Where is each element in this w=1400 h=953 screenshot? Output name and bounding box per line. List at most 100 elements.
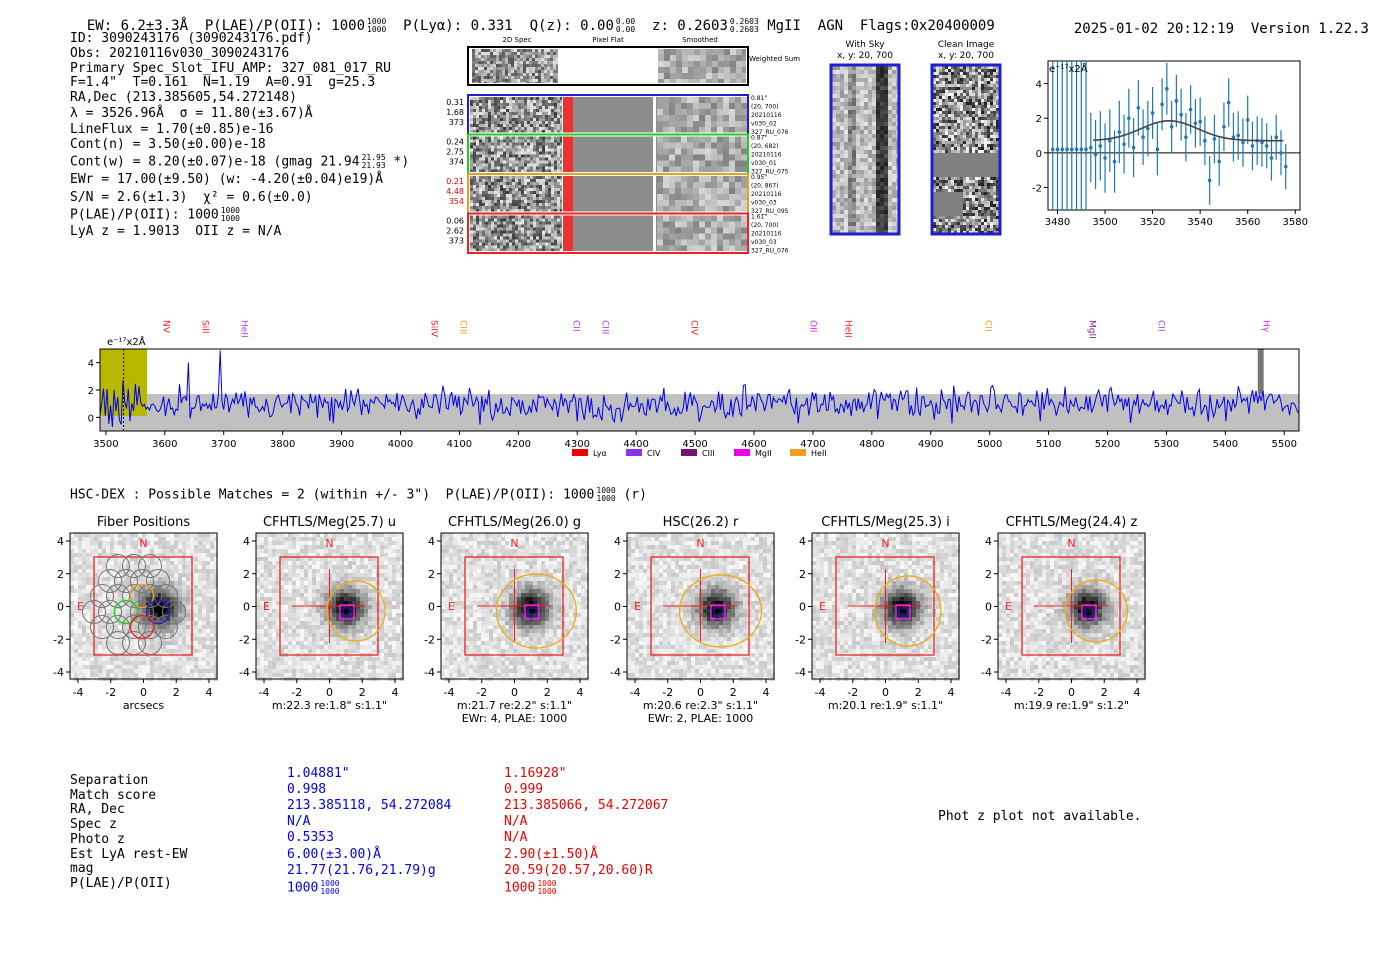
gauss-data-point [1222, 125, 1226, 129]
gauss-data-point [1103, 156, 1107, 160]
full-xtick-label: 4000 [388, 439, 413, 450]
weighted-sum-cutout [467, 46, 749, 86]
full-xtick-label: 4800 [859, 439, 884, 450]
gauss-data-point [1184, 135, 1188, 140]
gauss-data-point [1074, 147, 1079, 152]
cutout-right-value: 20210116 [751, 191, 782, 198]
cutout-pixelflat [573, 97, 657, 133]
header-z-lo: 0.2603 [729, 25, 759, 34]
gauss-data-point [1069, 147, 1074, 152]
imaging-xtick-label: 0 [1068, 686, 1075, 699]
gauss-xtick-label: 3580 [1283, 217, 1308, 228]
cutout-smoothed-noise [657, 215, 747, 251]
header-z-suffix: MgII AGN Flags:0x20400009 [767, 18, 995, 34]
imaging-ytick-label: 4 [985, 535, 992, 548]
header-ew: EW: 6.2±3.3Å [86, 18, 189, 34]
header-summary: EW: 6.2±3.3Å P(LAE)/P(OII): 1000 1000 1000… [70, 2, 995, 35]
cutout-2dspec-noise [470, 215, 562, 251]
cutout-red-column [563, 215, 573, 251]
legend-label: MgII [755, 449, 772, 458]
cutout-smoothed-noise [657, 176, 747, 212]
aperture-ellipse [874, 575, 942, 647]
fiber-circle [138, 584, 162, 608]
gauss-fit-plot: 3480 3500 3520 3540 3560 3580 -2 0 2 4 e⁻¹⁷x2Å [1032, 60, 1308, 228]
match1-value: 1000 1000 1000 [287, 879, 340, 896]
info-ewr: EWr = 17.00(±9.50) (w: -4.20(±0.04)e19)Å [70, 172, 384, 187]
full-xtick-label: 4900 [918, 439, 943, 450]
full-xtick-label: 5500 [1272, 439, 1297, 450]
spectral-line-label: OII [808, 320, 818, 332]
header-version: Version 1.22.3 [1250, 21, 1369, 37]
cutout-left-value: 0.21 [446, 177, 464, 186]
imaging-xtick-label: 2 [730, 686, 737, 699]
imaging-ytick-label: 2 [243, 568, 250, 581]
imaging-xtick-label: -4 [1001, 686, 1012, 699]
cutout-red-column [563, 97, 573, 133]
fiber-circle [106, 584, 130, 608]
legend-label: CIV [647, 449, 661, 458]
match-marker-blue [527, 607, 537, 617]
gauss-xtick-label: 3560 [1235, 217, 1260, 228]
with-sky-image [832, 66, 900, 234]
cutout-right-value: (20, 682) [751, 143, 779, 150]
imaging-xtick-label: 2 [544, 686, 551, 699]
cutout-left-value: 4.48 [446, 187, 464, 196]
aperture-ellipse [326, 580, 386, 642]
full-ytick-label: 0 [88, 413, 94, 424]
imaging-panel-title: CFHTLS/Meg(24.4) z [1006, 515, 1138, 530]
imaging-ytick-label: 4 [799, 535, 806, 548]
gauss-ytick-label: 0 [1036, 149, 1042, 160]
imaging-ytick-label: -2 [795, 633, 806, 646]
full-xtick-label: 3500 [93, 439, 118, 450]
fiber-circle [114, 569, 138, 593]
gauss-data-point [1250, 144, 1255, 148]
cutout-left-value: 354 [449, 197, 464, 206]
gauss-data-point [1141, 135, 1145, 140]
gauss-data-point [1108, 138, 1112, 143]
gauss-data-point [1160, 102, 1164, 107]
cutout-right-value: 0.81" [751, 95, 767, 102]
gauss-data-point [1084, 147, 1088, 152]
info-radec: RA,Dec (213.385605,54.272148) [70, 90, 297, 105]
imaging-xtick-label: -2 [476, 686, 487, 699]
fiber-circle [122, 631, 146, 655]
gauss-data-point [1169, 125, 1174, 129]
gauss-data-point [1231, 135, 1236, 140]
cutout-left-value: 2.75 [446, 148, 464, 157]
gauss-xtick-label: 3540 [1187, 217, 1212, 228]
gauss-data-point [1065, 147, 1069, 152]
full-xtick-label: 4500 [682, 439, 707, 450]
aperture-ellipse [1064, 579, 1129, 643]
clean-image [933, 66, 999, 234]
imaging-summary: HSC-DEX : Possible Matches = 2 (within +… [70, 487, 647, 503]
fiber-circle [130, 600, 154, 624]
east-label: E [448, 600, 455, 613]
imaging-ytick-label: -4 [981, 666, 992, 679]
full-ytick-label: 2 [88, 386, 94, 397]
legend-swatch [626, 449, 642, 456]
header-qz-lo: 0.00 [615, 25, 636, 34]
imaging-xtick-label: 0 [697, 686, 704, 699]
gauss-data-point [1179, 112, 1183, 117]
imaging-panel-footer: m:20.6 re:2.3" s:1.1" [643, 699, 758, 712]
imaging-ytick-label: -4 [610, 666, 621, 679]
imaging-ytick-label: 0 [57, 601, 64, 614]
cutout-title-smoothed: Smoothed [682, 36, 718, 44]
cutout-right-value: 327_RU_076 [751, 248, 789, 255]
spectral-line-label: CIII [600, 320, 610, 334]
imaging-ytick-label: 4 [614, 535, 621, 548]
cutout-right-value: (20, 867) [751, 183, 779, 190]
imaging-xtick-label: -4 [630, 686, 641, 699]
spectral-line-label: MgII [1087, 320, 1097, 339]
imaging-xtick-label: -4 [259, 686, 270, 699]
imaging-panel-title: Fiber Positions [97, 515, 190, 530]
gauss-data-point [1055, 147, 1060, 152]
imaging-xtick-label: 4 [392, 686, 399, 699]
imaging-ytick-label: 2 [614, 568, 621, 581]
cutout-divider [653, 136, 656, 172]
gauss-data-point [1117, 130, 1122, 134]
match-marker-magenta [524, 604, 540, 620]
match-marker-magenta [339, 604, 355, 620]
full-xtick-label: 4200 [506, 439, 531, 450]
